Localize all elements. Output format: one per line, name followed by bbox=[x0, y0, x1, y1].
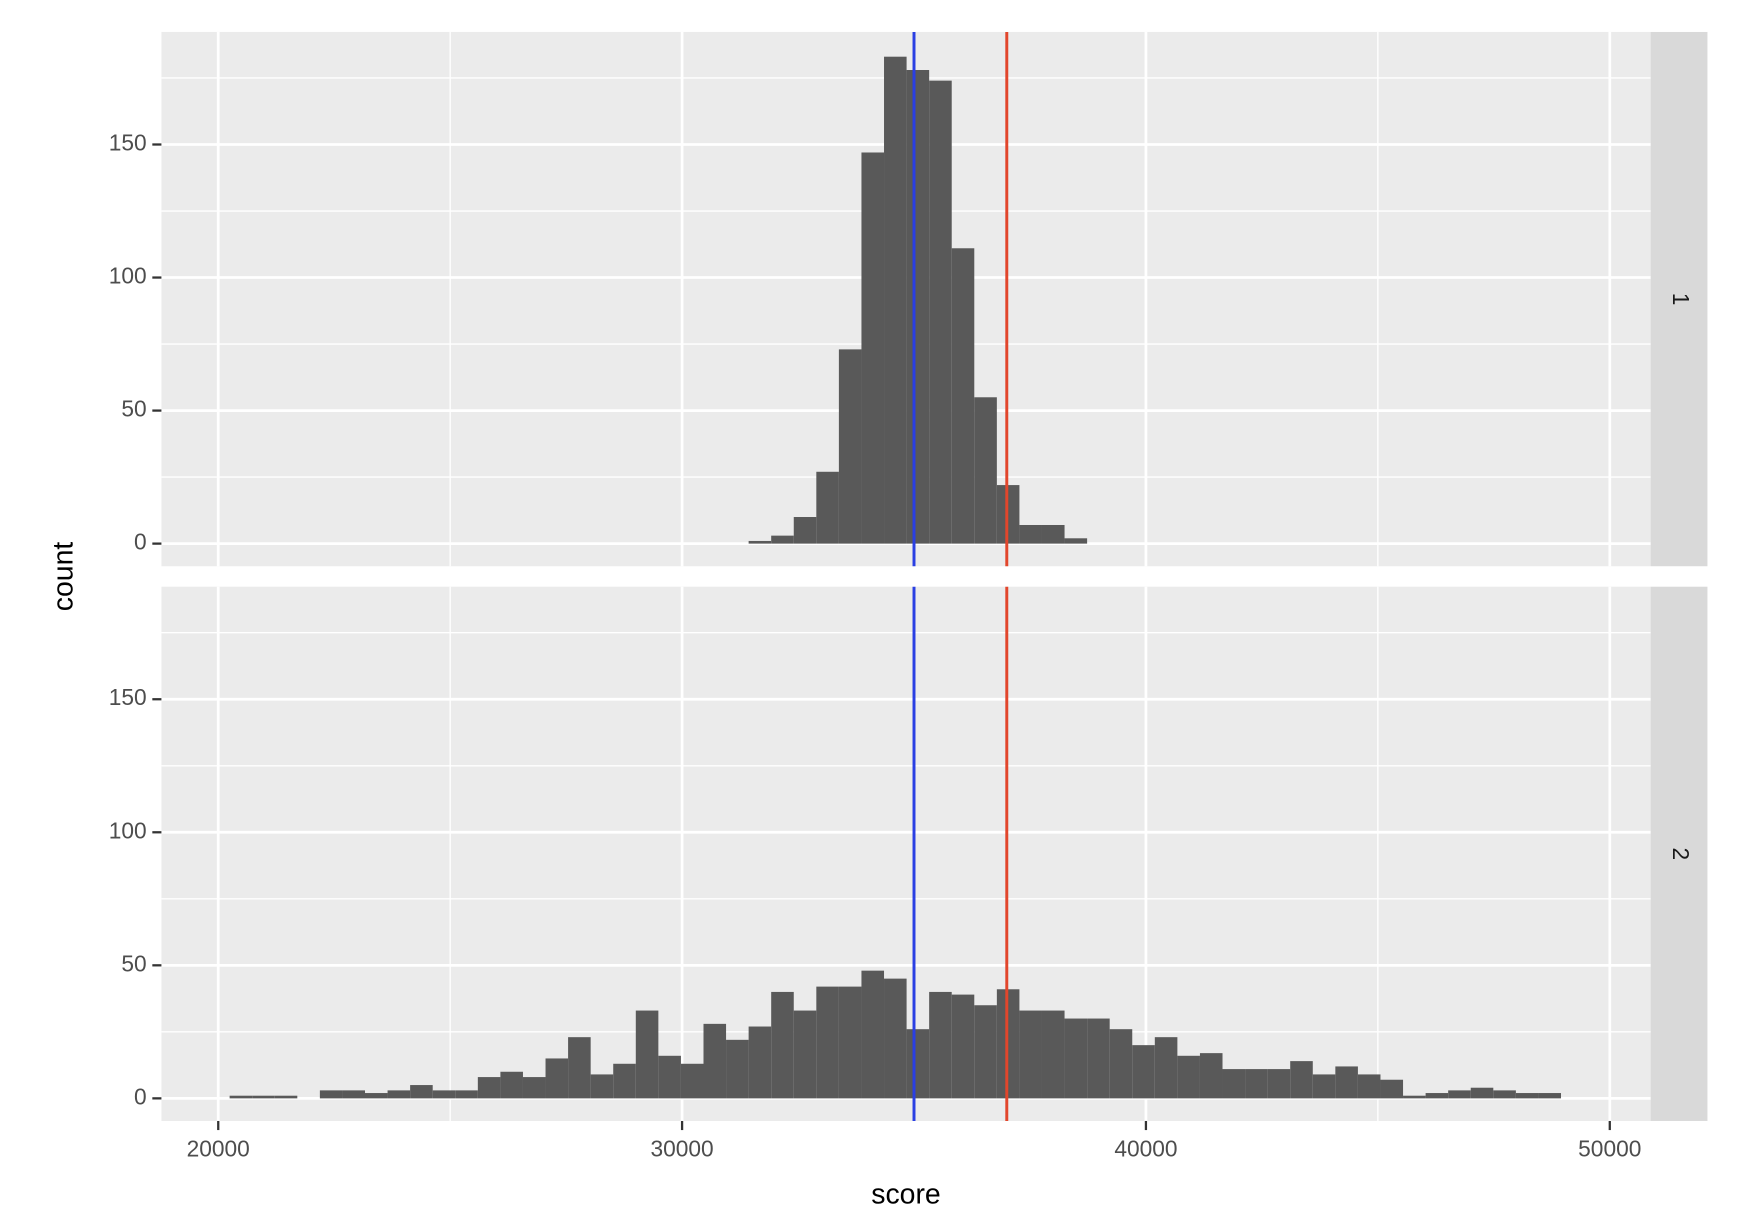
bar bbox=[1312, 1074, 1336, 1099]
bar bbox=[951, 994, 975, 1099]
bar bbox=[568, 1037, 591, 1099]
bar bbox=[613, 1063, 636, 1099]
bar bbox=[455, 1090, 478, 1099]
bar bbox=[545, 1058, 569, 1099]
bar bbox=[929, 80, 952, 544]
bar bbox=[1448, 1090, 1471, 1099]
bar bbox=[771, 535, 794, 544]
bar bbox=[861, 152, 885, 544]
bar bbox=[1087, 1018, 1110, 1099]
facet-label: 1 bbox=[1668, 293, 1694, 306]
bar bbox=[1380, 1079, 1404, 1099]
bar bbox=[974, 1005, 997, 1099]
bar bbox=[906, 69, 930, 544]
bar bbox=[1154, 1037, 1178, 1099]
bar bbox=[1290, 1061, 1313, 1099]
bar bbox=[1493, 1090, 1516, 1099]
bar bbox=[590, 1074, 614, 1099]
bar bbox=[1357, 1074, 1381, 1099]
y-tick-label: 100 bbox=[109, 817, 147, 843]
bar bbox=[522, 1077, 546, 1099]
bar bbox=[229, 1095, 253, 1099]
bar bbox=[1177, 1055, 1200, 1099]
bar bbox=[703, 1023, 727, 1099]
x-tick-label: 30000 bbox=[650, 1136, 713, 1162]
bar bbox=[387, 1090, 411, 1099]
bar bbox=[1132, 1045, 1155, 1099]
y-tick-label: 50 bbox=[121, 396, 146, 422]
bar bbox=[1515, 1093, 1539, 1099]
bar bbox=[838, 986, 862, 1099]
bar bbox=[748, 540, 772, 544]
bar bbox=[1019, 1010, 1042, 1099]
bar bbox=[793, 1010, 817, 1099]
bar bbox=[342, 1090, 366, 1099]
bar bbox=[477, 1077, 501, 1099]
bar bbox=[432, 1090, 456, 1099]
bar bbox=[884, 56, 907, 544]
bar bbox=[1199, 1053, 1223, 1099]
bar bbox=[1041, 1010, 1065, 1099]
bar bbox=[748, 1026, 772, 1099]
y-tick-label: 50 bbox=[121, 950, 146, 976]
x-tick-label: 20000 bbox=[187, 1136, 250, 1162]
y-tick-label: 150 bbox=[109, 684, 147, 710]
bar bbox=[861, 970, 885, 1099]
x-tick-label: 50000 bbox=[1578, 1136, 1641, 1162]
bar bbox=[500, 1071, 523, 1099]
bar bbox=[658, 1055, 681, 1099]
y-axis-title: count bbox=[47, 542, 79, 612]
y-tick-label: 0 bbox=[134, 1083, 147, 1109]
bar bbox=[816, 986, 839, 1099]
x-tick-label: 40000 bbox=[1114, 1136, 1177, 1162]
bar bbox=[816, 471, 839, 544]
bar bbox=[635, 1010, 659, 1099]
facet-label: 2 bbox=[1668, 848, 1694, 861]
x-axis-title: score bbox=[871, 1179, 940, 1211]
bar bbox=[1222, 1069, 1246, 1099]
y-tick-label: 150 bbox=[109, 130, 147, 156]
bar bbox=[929, 991, 952, 1099]
bar bbox=[838, 349, 862, 544]
bar bbox=[1245, 1069, 1268, 1099]
bar bbox=[1267, 1069, 1291, 1099]
bar bbox=[1064, 538, 1088, 544]
bar bbox=[274, 1095, 298, 1099]
bar bbox=[1019, 524, 1042, 544]
bar bbox=[680, 1063, 704, 1099]
facet-strip bbox=[1650, 31, 1708, 567]
bar bbox=[884, 978, 907, 1099]
bar bbox=[771, 991, 794, 1099]
bar bbox=[410, 1085, 433, 1099]
bar bbox=[951, 248, 975, 544]
bar bbox=[1335, 1066, 1358, 1099]
bar bbox=[1064, 1018, 1088, 1099]
bar bbox=[319, 1090, 343, 1099]
facet-strip bbox=[1650, 586, 1708, 1121]
y-tick-label: 0 bbox=[134, 529, 147, 555]
bar bbox=[906, 1029, 930, 1099]
bar bbox=[365, 1093, 388, 1099]
bar bbox=[1041, 524, 1065, 544]
y-tick-label: 100 bbox=[109, 263, 147, 289]
bar bbox=[1425, 1093, 1449, 1099]
bar bbox=[1470, 1087, 1494, 1099]
bar bbox=[252, 1095, 275, 1099]
bar bbox=[726, 1039, 749, 1099]
bar bbox=[974, 397, 997, 544]
bar bbox=[1538, 1093, 1562, 1099]
bar bbox=[1403, 1095, 1426, 1099]
bar bbox=[1109, 1029, 1133, 1099]
bar bbox=[793, 517, 817, 544]
